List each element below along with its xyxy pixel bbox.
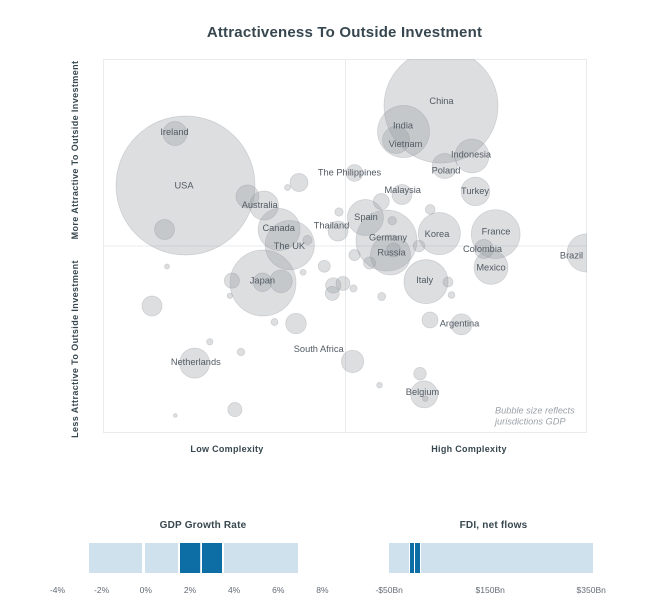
svg-text:Italy: Italy bbox=[416, 275, 433, 285]
svg-text:Russia: Russia bbox=[377, 248, 406, 258]
svg-text:Canada: Canada bbox=[262, 223, 295, 233]
svg-text:India: India bbox=[393, 120, 414, 130]
svg-text:Thailand: Thailand bbox=[314, 221, 349, 231]
svg-text:Germany: Germany bbox=[369, 232, 407, 242]
svg-text:South Africa: South Africa bbox=[294, 344, 345, 354]
svg-text:Belgium: Belgium bbox=[406, 387, 440, 397]
svg-text:The UK: The UK bbox=[274, 241, 306, 251]
svg-text:USA: USA bbox=[174, 180, 194, 190]
svg-text:France: France bbox=[482, 226, 511, 236]
svg-text:Bubble size reflects: Bubble size reflects bbox=[495, 406, 575, 416]
svg-text:Indonesia: Indonesia bbox=[451, 149, 492, 159]
svg-text:The Philippines: The Philippines bbox=[318, 168, 382, 178]
svg-text:jurisdictions GDP: jurisdictions GDP bbox=[493, 416, 566, 426]
svg-text:Argentina: Argentina bbox=[440, 318, 480, 328]
svg-text:Malaysia: Malaysia bbox=[384, 185, 421, 195]
svg-text:Mexico: Mexico bbox=[476, 263, 505, 273]
svg-text:Ireland: Ireland bbox=[160, 127, 188, 137]
svg-text:Australia: Australia bbox=[242, 200, 279, 210]
svg-text:Netherlands: Netherlands bbox=[171, 357, 221, 367]
svg-text:Colombia: Colombia bbox=[463, 244, 503, 254]
svg-text:Spain: Spain bbox=[354, 212, 378, 222]
svg-text:Korea: Korea bbox=[425, 229, 451, 239]
svg-text:China: China bbox=[429, 96, 454, 106]
svg-text:Poland: Poland bbox=[432, 165, 461, 175]
svg-text:Japan: Japan bbox=[250, 275, 275, 285]
svg-text:Brazil: Brazil bbox=[560, 250, 583, 260]
svg-text:Vietnam: Vietnam bbox=[389, 139, 423, 149]
svg-text:Turkey: Turkey bbox=[461, 186, 489, 196]
